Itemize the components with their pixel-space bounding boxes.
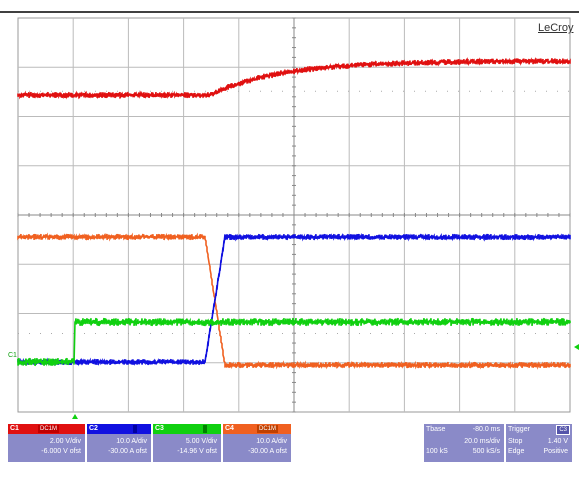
timebase-delay: -80.0 ms [472,426,500,433]
graticule [17,17,571,413]
channel-panel-c4[interactable]: C4 DC1M 10.0 A/div -30.00 A ofst [223,424,291,462]
channel-header-c1: C1 DC1M [8,424,85,434]
channel-panel-c2[interactable]: C2 10.0 A/div -30.00 A ofst [87,424,151,462]
trigger-level: 1.40 V [547,438,568,445]
channel-panel-c3[interactable]: C3 5.00 V/div -14.96 V ofst [153,424,221,462]
channel-marker-c1: C1 [8,352,17,359]
channel-coupling: DC1M [38,425,60,433]
channel-header-c4: C4 DC1M [223,424,291,434]
channel-header-c2: C2 [87,424,151,434]
channel-offset: -14.96 V ofst [177,448,217,455]
trace-c3 [17,317,571,367]
channel-vdiv: 5.00 V/div [185,438,217,445]
channel-coupling [133,425,137,433]
timebase-panel[interactable]: Tbase -80.0 ms 20.0 ms/div 100 kS 500 kS… [424,424,504,462]
timebase-label: Tbase [426,426,446,433]
channel-id: C4 [225,425,234,432]
trigger-position-marker [72,414,78,419]
channel-vdiv: 10.0 A/div [116,438,147,445]
channel-offset: -6.000 V ofst [41,448,81,455]
timebase-tdiv: 20.0 ms/div [464,438,500,445]
trigger-panel[interactable]: Trigger C3 Stop 1.40 V Edge Positive [506,424,572,462]
trigger-label: Trigger [508,426,530,433]
trigger-source: C3 [556,425,570,435]
trace-c1 [17,56,571,100]
channel-id: C3 [155,425,164,432]
ground-marker-right [574,344,579,350]
channel-coupling [203,425,207,433]
timebase-samples: 100 kS [426,448,448,455]
channel-id: C1 [10,425,19,432]
trace-c2 [17,232,571,367]
brand-logo: LeCroy [538,22,574,34]
trigger-type: Edge [508,448,525,455]
channel-offset: -30.00 A ofst [108,448,147,455]
channel-vdiv: 10.0 A/div [256,438,287,445]
trigger-mode: Stop [508,438,523,445]
trace-c4 [17,232,571,370]
channel-header-c3: C3 [153,424,221,434]
channel-coupling: DC1M [257,425,279,433]
channel-offset: -30.00 A ofst [248,448,287,455]
channel-id: C2 [89,425,98,432]
trigger-slope: Positive [543,448,568,455]
channel-vdiv: 2.00 V/div [49,438,81,445]
channel-panel-c1[interactable]: C1 DC1M 2.00 V/div -6.000 V ofst [8,424,85,462]
traces [17,56,579,419]
timebase-rate: 500 kS/s [472,448,500,455]
